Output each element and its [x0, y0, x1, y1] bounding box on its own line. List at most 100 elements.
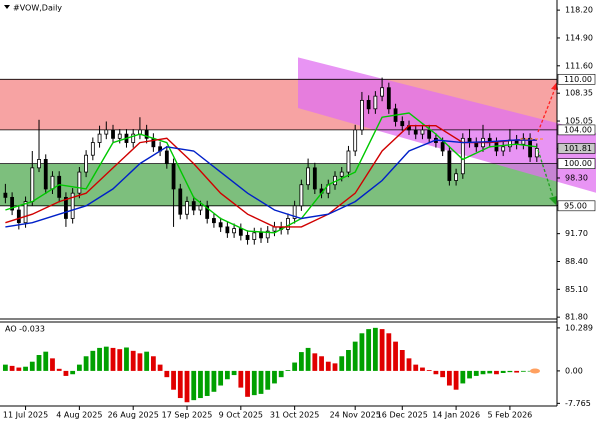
- ao-bar: [507, 370, 513, 373]
- candle-body: [111, 129, 115, 139]
- ao-bar: [204, 370, 210, 396]
- candle-body: [286, 218, 290, 230]
- candle-body: [218, 222, 223, 228]
- y-tick-label: 0.00: [565, 366, 583, 375]
- candle-body: [212, 218, 216, 224]
- candle-body: [191, 201, 196, 211]
- x-tick-label: 16 Dec 2025: [377, 411, 428, 420]
- y-tick-label: 88.40: [565, 257, 588, 266]
- candle-body: [259, 232, 263, 239]
- y-tick-label: 105.05: [565, 117, 593, 126]
- candle-body: [104, 129, 109, 135]
- ao-bar: [453, 370, 459, 390]
- x-tick-label: 9 Oct 2025: [219, 411, 263, 420]
- level-tag: [557, 200, 596, 212]
- chart-title: #VOW,Daily: [13, 4, 62, 13]
- candle-body: [23, 201, 28, 224]
- ao-bar: [171, 370, 176, 390]
- y-tick-label: 98.30: [565, 173, 588, 182]
- ao-bar: [325, 361, 331, 371]
- ao-bar: [144, 351, 150, 371]
- x-tick-label: 5 Feb 2026: [488, 411, 533, 420]
- ao-bar: [305, 347, 311, 371]
- candle-body: [346, 150, 351, 173]
- candle-body: [521, 137, 526, 145]
- x-tick-label: 26 Aug 2025: [108, 411, 159, 420]
- ao-bar: [29, 361, 35, 371]
- ao-bar: [177, 370, 183, 399]
- ao-bar: [150, 356, 156, 371]
- ao-bar: [9, 365, 15, 371]
- ao-bar: [379, 329, 385, 371]
- ao-bar: [70, 370, 76, 375]
- ao-bar: [184, 370, 190, 403]
- level-label: 101.81: [564, 144, 592, 153]
- ao-bar: [2, 364, 8, 371]
- forecast-arrows: [520, 82, 558, 374]
- channel-layer: [298, 57, 596, 193]
- candle-body: [117, 133, 122, 139]
- candle-body: [360, 99, 364, 131]
- candle-body: [144, 129, 149, 139]
- candle-body: [353, 129, 358, 152]
- symbol-icon: [4, 5, 10, 9]
- candle-body: [16, 209, 21, 224]
- ao-bar: [298, 352, 304, 371]
- ao-bar: [359, 333, 365, 371]
- candle-body: [400, 121, 405, 127]
- ao-bar: [413, 364, 419, 371]
- ao-title: AO -0.033: [5, 325, 45, 334]
- zone: [0, 163, 557, 206]
- ao-bar: [63, 370, 69, 376]
- ao-bar: [164, 370, 170, 378]
- ao-bar: [332, 363, 338, 371]
- ao-bar: [393, 341, 398, 371]
- moving-average: [5, 112, 537, 234]
- ao-bar: [130, 350, 136, 371]
- ao-bar: [56, 368, 62, 371]
- ao-bar: [278, 370, 284, 378]
- ao-bar: [258, 370, 264, 394]
- ao-bar: [426, 370, 432, 371]
- candle-body: [232, 228, 237, 234]
- ao-bar: [224, 370, 230, 380]
- ao-bar: [110, 347, 116, 371]
- x-tick-label: 4 Aug 2025: [56, 411, 102, 420]
- candle-body: [265, 230, 270, 239]
- candle-body: [171, 163, 176, 190]
- candle-body: [440, 142, 445, 152]
- candle-body: [30, 167, 35, 202]
- ao-bar: [487, 370, 493, 374]
- candle-body: [420, 129, 425, 135]
- y-tick-label: -7.765: [565, 399, 591, 408]
- ao-bar: [50, 358, 55, 371]
- ao-bar: [231, 370, 237, 376]
- candle-body: [339, 171, 344, 177]
- ao-bar: [420, 367, 425, 371]
- arrow-head-up: [551, 82, 558, 90]
- ao-bar: [480, 370, 486, 375]
- candle-body: [10, 196, 15, 211]
- x-tick-label: 11 Jul 2025: [3, 411, 48, 420]
- ao-bar: [399, 350, 405, 371]
- candle-body: [292, 205, 297, 219]
- ao-bar: [76, 364, 82, 371]
- moving-average: [5, 125, 537, 228]
- level-label: 95.00: [564, 201, 587, 210]
- candle-body: [454, 173, 458, 181]
- ao-bar: [467, 370, 472, 379]
- ao-bar: [36, 355, 42, 371]
- y-tick-label: 10.289: [565, 323, 593, 332]
- ao-bar: [319, 356, 324, 371]
- ma-layer: [5, 112, 537, 234]
- ao-bar: [23, 366, 28, 371]
- arrow-head-down: [549, 196, 557, 205]
- y-tick-label: 91.70: [565, 229, 588, 238]
- y-tick-label: 108.35: [565, 89, 593, 98]
- candle-body: [312, 167, 317, 190]
- moving-average: [5, 139, 537, 228]
- ao-bar: [520, 370, 526, 372]
- ao-bar: [346, 350, 351, 371]
